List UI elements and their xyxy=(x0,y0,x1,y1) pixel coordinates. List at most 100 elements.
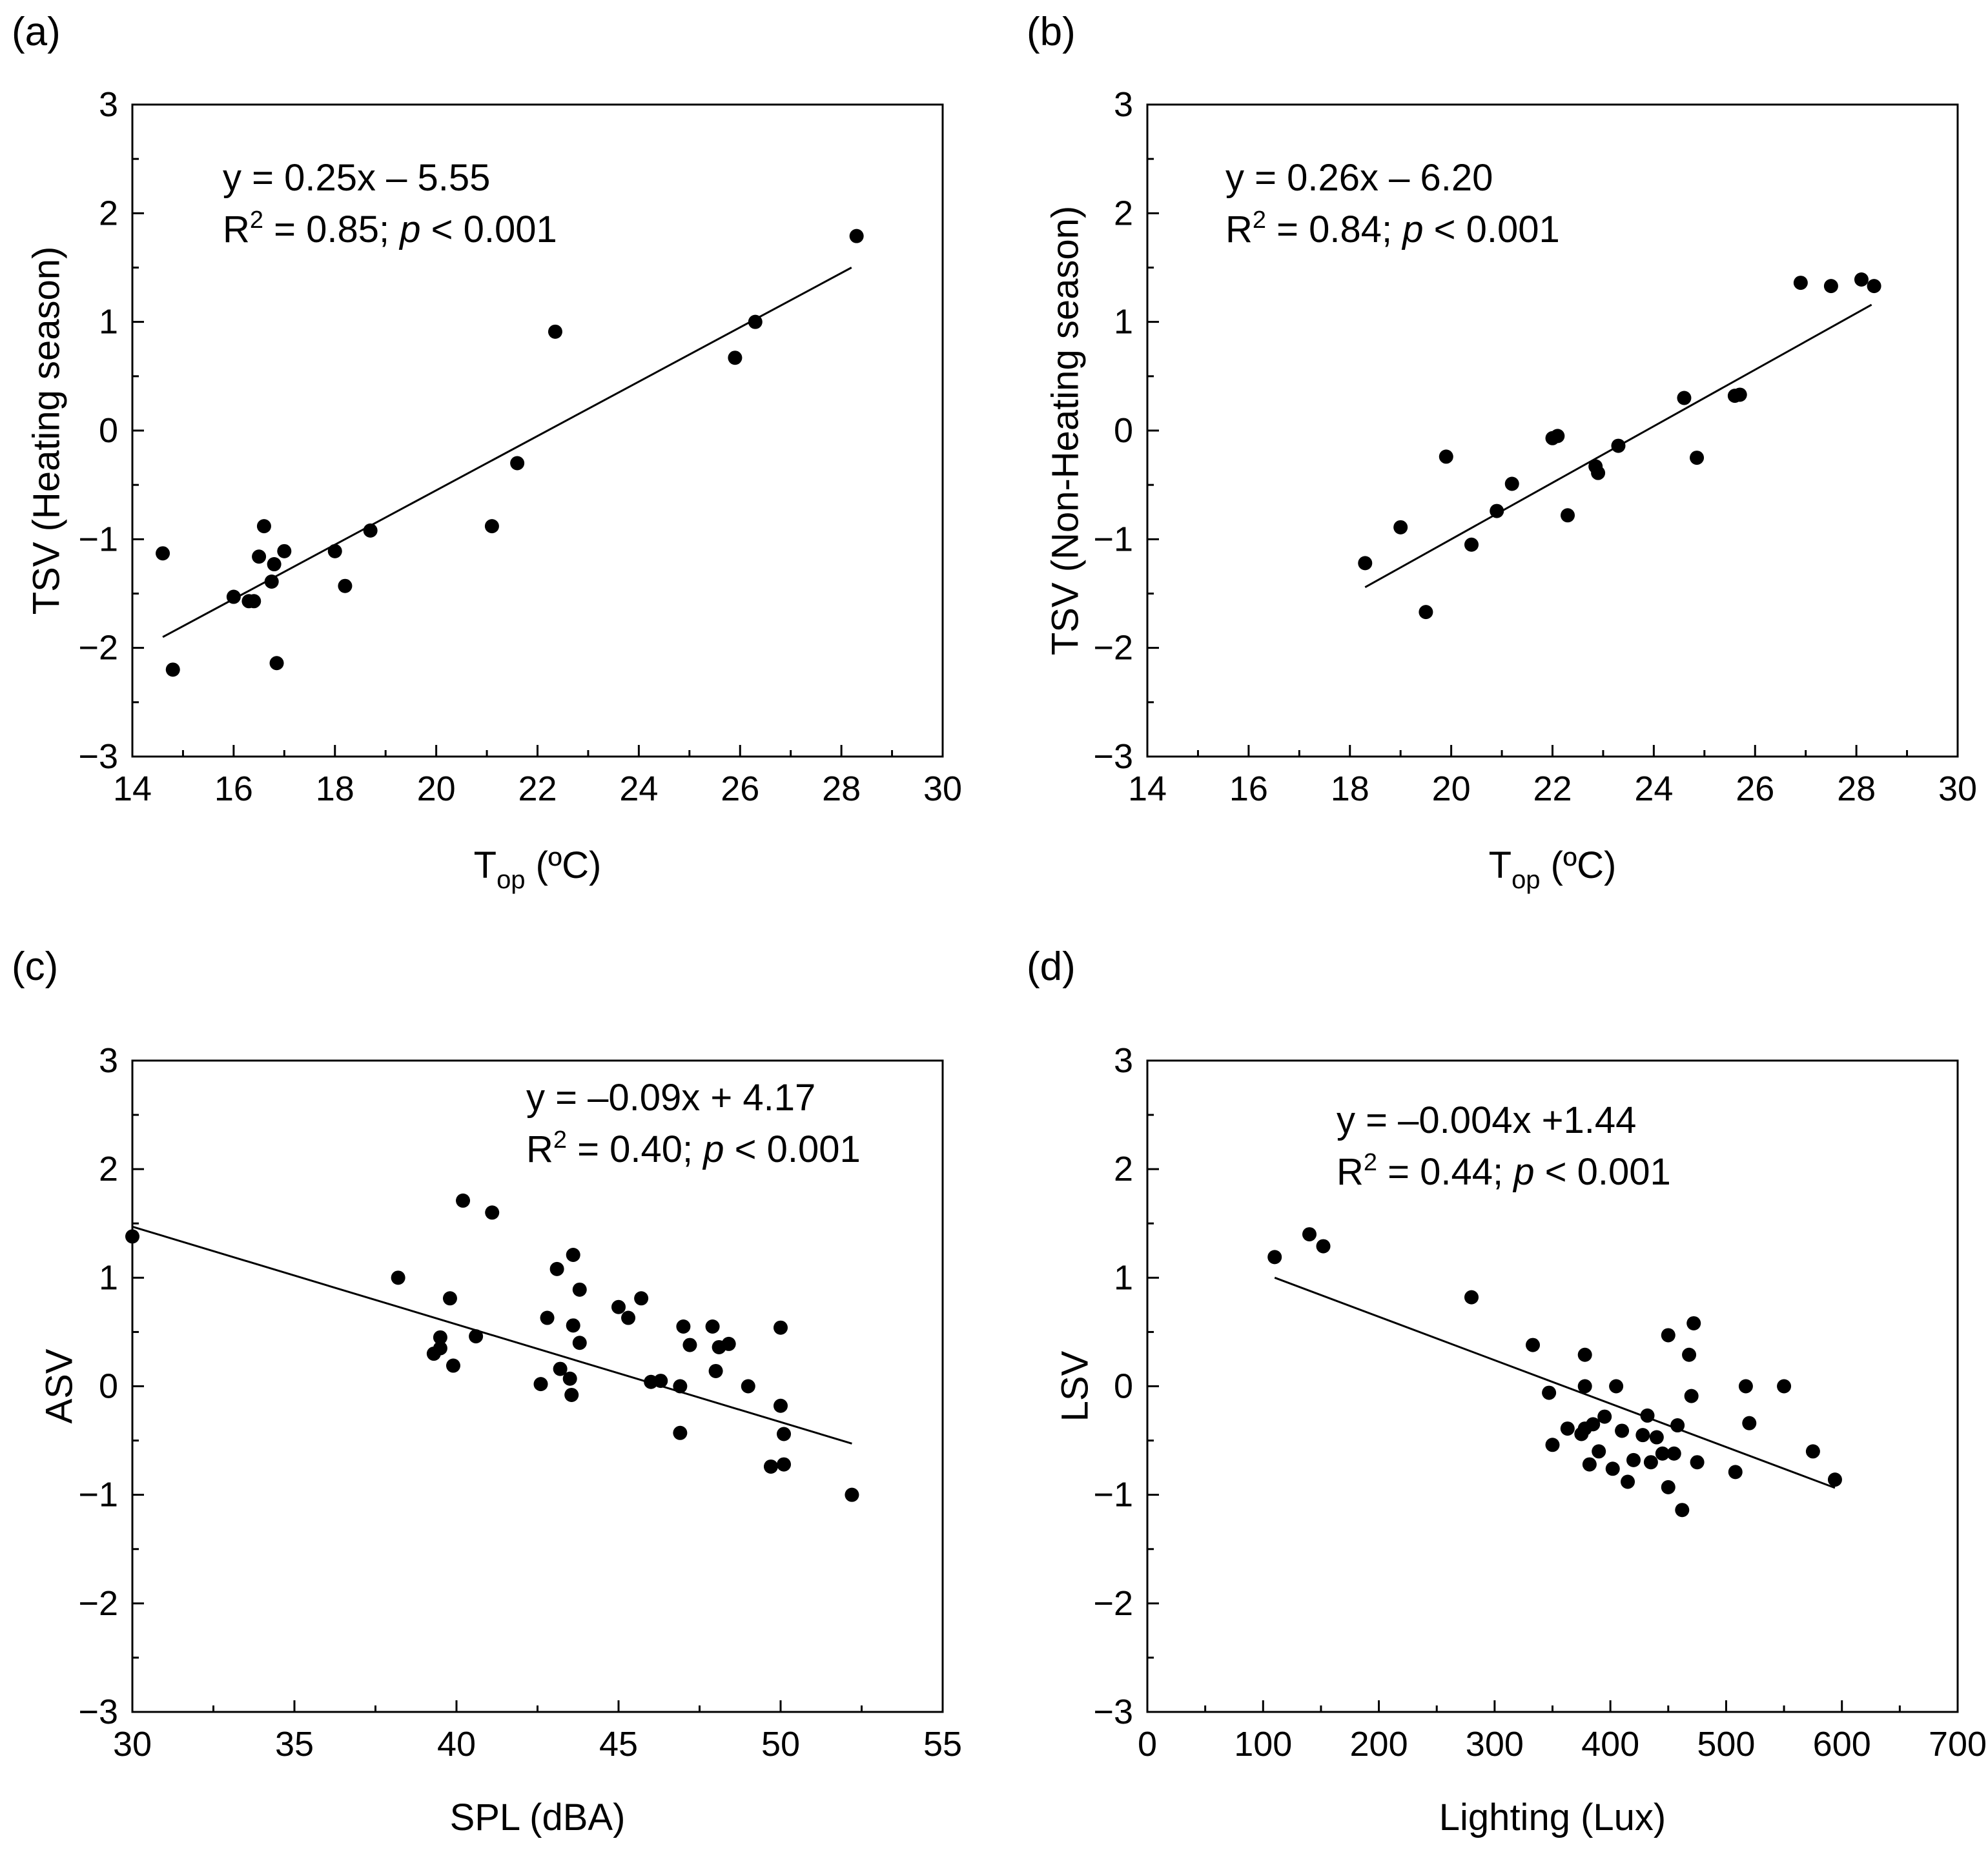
panel-label: (b) xyxy=(1027,10,1076,54)
data-point xyxy=(1267,1250,1282,1265)
data-point xyxy=(1640,1408,1655,1423)
x-tick-label: 400 xyxy=(1581,1725,1639,1764)
y-tick-label: −3 xyxy=(78,1693,118,1731)
data-point xyxy=(1675,1503,1690,1518)
regression-equation: y = 0.26x – 6.20 xyxy=(1225,157,1493,199)
y-tick-label: 0 xyxy=(1114,1367,1133,1406)
data-point xyxy=(1854,272,1869,287)
data-point xyxy=(1805,1444,1820,1459)
x-axis-title: Top (ºC) xyxy=(474,844,602,894)
data-point xyxy=(1867,279,1881,294)
x-axis-title-subscript: op xyxy=(497,866,526,894)
regression-equation: y = –0.004x +1.44 xyxy=(1337,1099,1636,1141)
x-axis-title-main: Lighting (Lux) xyxy=(1439,1796,1666,1838)
x-tick-label: 0 xyxy=(1138,1725,1157,1764)
data-point xyxy=(1777,1379,1792,1394)
y-tick-label: −3 xyxy=(1093,1693,1133,1731)
regression-line xyxy=(132,1225,852,1445)
data-point xyxy=(252,549,267,564)
data-point xyxy=(1550,429,1565,443)
data-point xyxy=(566,1318,580,1333)
y-tick-label: 2 xyxy=(99,194,118,232)
y-tick-label: 0 xyxy=(99,1367,118,1406)
data-point xyxy=(721,1336,736,1351)
p-symbol: p xyxy=(1512,1151,1534,1193)
regression-stats: R2 = 0.84; p < 0.001 xyxy=(1225,207,1560,250)
data-point xyxy=(1635,1428,1650,1443)
data-point xyxy=(653,1374,668,1389)
data-point xyxy=(1545,1438,1560,1452)
data-point xyxy=(673,1379,688,1394)
x-tick-label: 50 xyxy=(761,1725,800,1764)
data-point xyxy=(1609,1379,1624,1394)
data-point xyxy=(469,1329,484,1344)
data-point xyxy=(1728,1465,1743,1480)
data-point xyxy=(156,546,170,561)
x-tick-label: 700 xyxy=(1929,1725,1987,1764)
x-tick-label: 35 xyxy=(275,1725,314,1764)
data-point xyxy=(566,1248,580,1263)
data-point xyxy=(1302,1227,1317,1242)
y-axis-title: LSV xyxy=(1054,1350,1096,1421)
data-point xyxy=(484,519,499,534)
data-point xyxy=(673,1425,688,1440)
x-tick-label: 500 xyxy=(1697,1725,1755,1764)
y-tick-label: −2 xyxy=(1093,1584,1133,1623)
data-point xyxy=(1592,1444,1606,1459)
data-point xyxy=(226,589,241,604)
panel-b: (b) TSV (Non-Heating season) Top (ºC) y … xyxy=(1027,10,1977,894)
x-tick-label: 26 xyxy=(721,769,759,808)
data-point xyxy=(1686,1316,1701,1330)
data-point xyxy=(777,1457,792,1472)
data-point xyxy=(540,1310,555,1325)
data-point xyxy=(1577,1379,1592,1394)
y-axis-title: ASV xyxy=(39,1348,81,1423)
data-point xyxy=(446,1358,460,1373)
r2-superscript: 2 xyxy=(1253,207,1266,234)
x-tick-label: 30 xyxy=(1938,769,1977,808)
data-point xyxy=(442,1291,457,1306)
x-tick-label: 28 xyxy=(1837,769,1876,808)
data-point xyxy=(705,1319,720,1334)
data-point xyxy=(553,1361,568,1376)
data-point xyxy=(1684,1389,1699,1403)
y-tick-label: 3 xyxy=(1114,1041,1133,1080)
data-point xyxy=(682,1338,697,1352)
data-point xyxy=(774,1398,788,1413)
x-tick-label: 22 xyxy=(1533,769,1572,808)
r2-value: = 0.84; xyxy=(1266,209,1402,250)
x-tick-label: 22 xyxy=(518,769,557,808)
data-point xyxy=(256,519,271,534)
data-point xyxy=(774,1320,788,1335)
data-point xyxy=(621,1310,636,1325)
data-point xyxy=(845,1487,859,1502)
x-tick-label: 16 xyxy=(1229,769,1268,808)
x-axis-title-unit: (ºC) xyxy=(526,844,602,886)
x-tick-label: 200 xyxy=(1350,1725,1408,1764)
data-point xyxy=(708,1363,723,1378)
y-tick-label: 1 xyxy=(99,1258,118,1297)
data-point xyxy=(1690,1455,1705,1470)
x-axis-title-main: SPL (dBA) xyxy=(450,1796,626,1838)
y-tick-label: −3 xyxy=(78,737,118,776)
data-point xyxy=(1823,279,1838,294)
x-tick-label: 24 xyxy=(1634,769,1673,808)
data-point xyxy=(548,324,562,339)
y-tick-label: −2 xyxy=(78,1584,118,1623)
data-point xyxy=(1643,1455,1658,1470)
p-value: < 0.001 xyxy=(1424,209,1560,250)
data-point xyxy=(1490,504,1504,518)
y-tick-label: −1 xyxy=(1093,1476,1133,1514)
plot-frame xyxy=(1146,103,1959,758)
data-point xyxy=(1626,1452,1641,1467)
data-point xyxy=(485,1205,500,1220)
x-tick-label: 28 xyxy=(822,769,861,808)
regression-equation: y = 0.25x – 5.55 xyxy=(223,157,490,199)
y-tick-label: −2 xyxy=(1093,629,1133,667)
panel-a: (a) TSV (Heating season) Top (ºC) y = 0.… xyxy=(12,10,962,894)
data-point xyxy=(1419,605,1433,620)
regression-stats: R2 = 0.85; p < 0.001 xyxy=(223,207,557,250)
data-point xyxy=(510,456,525,471)
data-point xyxy=(1615,1423,1630,1438)
data-point xyxy=(763,1459,778,1474)
